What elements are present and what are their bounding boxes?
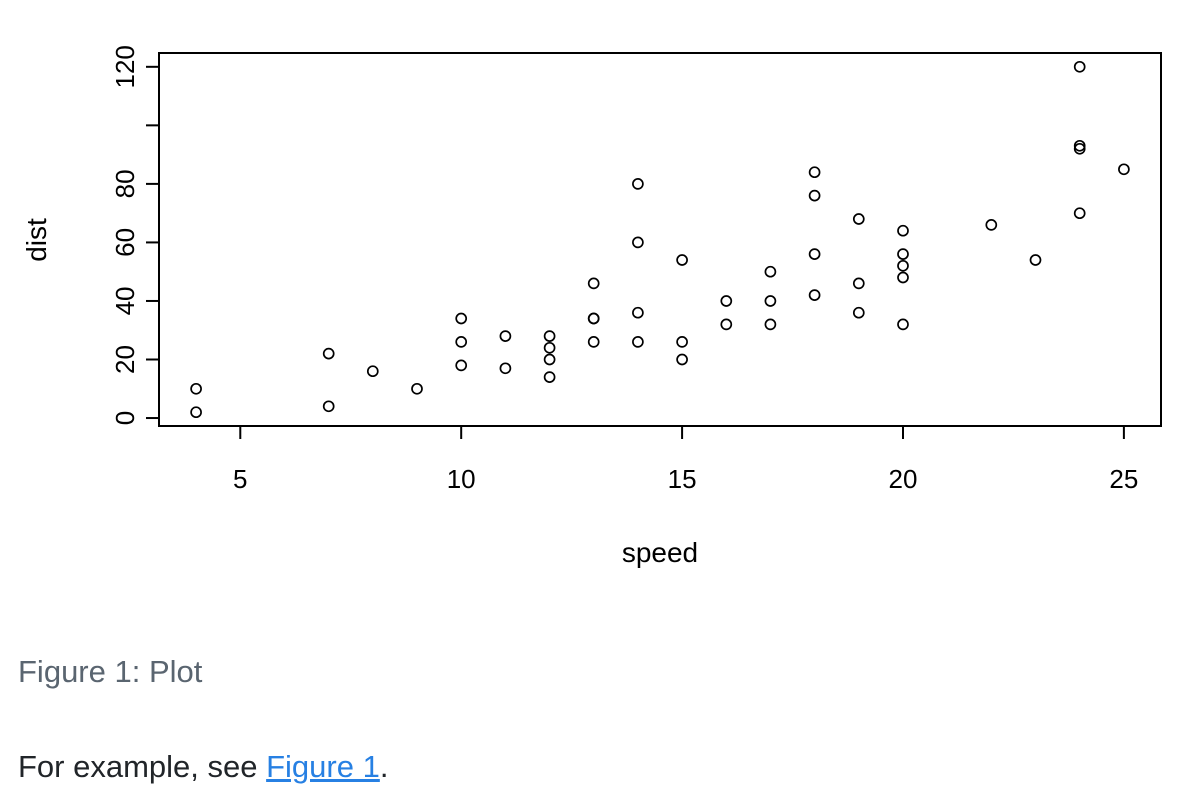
data-point — [897, 224, 909, 237]
data-point — [897, 259, 909, 272]
x-tick-label: 10 — [447, 464, 476, 494]
data-point — [808, 189, 821, 202]
data-point — [455, 336, 468, 348]
data-point — [720, 318, 733, 331]
data-point — [1073, 60, 1086, 73]
data-point — [455, 359, 468, 372]
data-point — [322, 347, 335, 360]
data-point — [1073, 207, 1086, 220]
data-point — [852, 213, 865, 225]
data-point — [587, 312, 600, 325]
data-point — [897, 248, 909, 260]
data-point — [366, 365, 379, 378]
body-text-suffix: . — [379, 749, 389, 784]
data-point — [190, 406, 202, 419]
x-tick-label: 15 — [668, 464, 697, 494]
data-point — [1118, 163, 1130, 176]
data-point — [632, 306, 644, 319]
data-point — [455, 312, 468, 325]
data-point — [808, 166, 821, 179]
data-point — [543, 371, 556, 383]
data-point — [632, 236, 644, 249]
data-point — [322, 400, 335, 413]
data-point — [897, 271, 909, 284]
y-tick-label: 40 — [110, 287, 140, 316]
data-points — [190, 60, 1130, 419]
data-point — [676, 336, 688, 348]
data-point — [190, 382, 202, 395]
y-axis-title: dist — [21, 218, 52, 262]
x-tick-label: 20 — [889, 464, 918, 494]
data-point — [764, 265, 777, 278]
x-tick-label: 25 — [1109, 464, 1138, 494]
data-point — [676, 353, 688, 366]
y-tick-label: 0 — [110, 411, 140, 425]
data-point — [852, 306, 865, 319]
data-point — [499, 362, 512, 375]
data-point — [720, 295, 733, 307]
figure-1-link[interactable]: Figure 1 — [266, 749, 380, 784]
body-paragraph: For example, see Figure 1. — [0, 748, 1196, 785]
y-tick-label: 20 — [110, 345, 140, 374]
data-point — [499, 330, 512, 342]
data-point — [764, 295, 777, 307]
scatter-plot: 5 10 15 20 25 0 20 40 60 80 120 speed dist — [21, 45, 1162, 568]
data-point — [764, 318, 777, 331]
data-point — [543, 330, 556, 342]
plot-frame — [158, 52, 1162, 427]
data-point — [985, 219, 998, 231]
data-point — [852, 277, 865, 290]
data-point — [897, 318, 909, 331]
figure-caption: Figure 1: Plot — [18, 654, 203, 689]
plot-box — [158, 52, 1162, 427]
data-point — [808, 248, 821, 260]
data-point — [587, 336, 600, 348]
x-axis-title: speed — [622, 537, 698, 568]
data-point — [632, 336, 644, 348]
data-point — [1029, 254, 1042, 266]
y-tick-label: 60 — [110, 228, 140, 257]
y-tick-label: 120 — [110, 45, 140, 88]
data-point — [1073, 139, 1086, 152]
figure-1: 5 10 15 20 25 0 20 40 60 80 120 speed dist Figure … — [18, 45, 1162, 689]
data-point — [676, 254, 688, 266]
data-point — [411, 382, 423, 395]
y-tick-label: 80 — [110, 169, 140, 198]
body-text-prefix: For example, see — [18, 749, 267, 784]
x-tick-label: 5 — [233, 464, 247, 494]
data-point — [543, 353, 556, 366]
data-point — [808, 289, 821, 301]
axis-ticks: 5 10 15 20 25 0 20 40 60 80 120 — [110, 45, 1138, 494]
data-point — [632, 178, 644, 190]
data-point — [543, 341, 556, 354]
data-point — [587, 277, 600, 290]
